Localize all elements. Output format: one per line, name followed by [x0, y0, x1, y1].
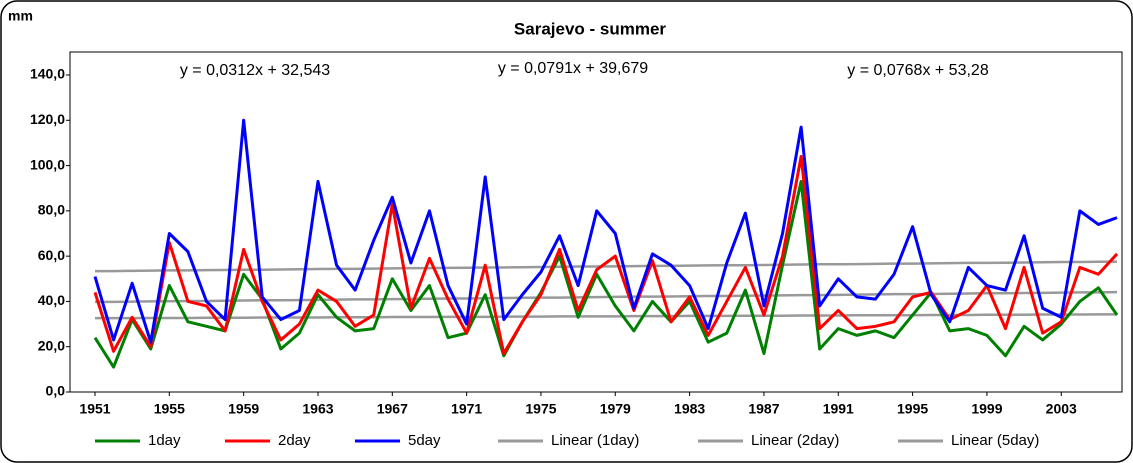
x-tick-label: 1975 [525, 401, 556, 417]
x-tick-label: 1995 [897, 401, 928, 417]
series-line [95, 260, 1118, 273]
legend-label: Linear (5day) [951, 432, 1039, 449]
trend-equation: y = 0,0768x + 53,28 [847, 62, 989, 79]
trend-equation: y = 0,0312x + 32,543 [180, 62, 330, 79]
series-line [93, 118, 1118, 344]
x-tick-label: 1987 [748, 401, 779, 417]
y-tick-label: 40,0 [38, 292, 65, 308]
y-tick-label: 140,0 [30, 66, 65, 82]
legend-label: 5day [408, 432, 441, 449]
x-tick-label: 1979 [600, 401, 631, 417]
x-tick-label: 1963 [302, 401, 333, 417]
x-tick-label: 1983 [674, 401, 705, 417]
x-tick-label: 1951 [79, 401, 110, 417]
plot-area [69, 51, 1123, 393]
x-tick-label: 1971 [451, 401, 482, 417]
x-tick-label: 2003 [1046, 401, 1077, 417]
chart-title: Sarajevo - summer [514, 19, 667, 38]
trend-equation: y = 0,0791x + 39,679 [498, 60, 648, 77]
legend-label: Linear (1day) [551, 432, 639, 449]
y-axis-label: mm [8, 8, 33, 24]
legend-label: 2day [278, 432, 311, 449]
x-tick-label: 1959 [228, 401, 259, 417]
x-tick-label: 1991 [823, 401, 854, 417]
legend-label: Linear (2day) [751, 432, 839, 449]
x-tick-label: 1999 [971, 401, 1002, 417]
y-tick-label: 120,0 [30, 111, 65, 127]
y-tick-label: 20,0 [38, 337, 65, 353]
y-tick-label: 100,0 [30, 156, 65, 172]
x-tick-label: 1967 [377, 401, 408, 417]
y-tick-label: 60,0 [38, 247, 65, 263]
y-tick-label: 80,0 [38, 202, 65, 218]
x-tick-label: 1955 [154, 401, 185, 417]
y-tick-label: 0,0 [46, 383, 66, 399]
legend-label: 1day [148, 432, 181, 449]
